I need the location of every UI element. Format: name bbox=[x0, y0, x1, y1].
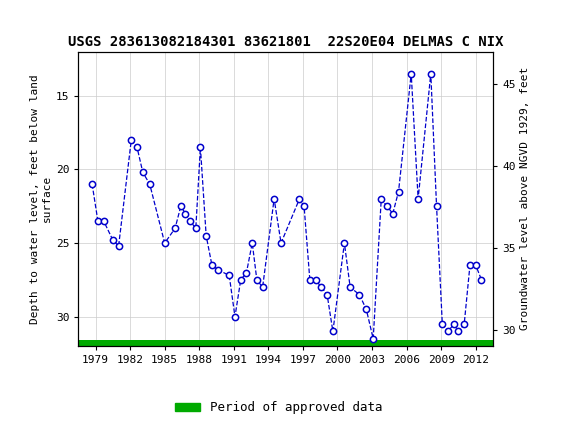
Y-axis label: Groundwater level above NGVD 1929, feet: Groundwater level above NGVD 1929, feet bbox=[520, 67, 530, 331]
Text: ▒USGS: ▒USGS bbox=[7, 10, 57, 30]
Bar bbox=[78, 340, 493, 346]
FancyBboxPatch shape bbox=[5, 4, 48, 37]
Legend: Period of approved data: Period of approved data bbox=[169, 396, 387, 419]
Title: USGS 283613082184301 83621801  22S20E04 DELMAS C NIX: USGS 283613082184301 83621801 22S20E04 D… bbox=[68, 35, 503, 49]
Y-axis label: Depth to water level, feet below land
surface: Depth to water level, feet below land su… bbox=[30, 74, 52, 324]
